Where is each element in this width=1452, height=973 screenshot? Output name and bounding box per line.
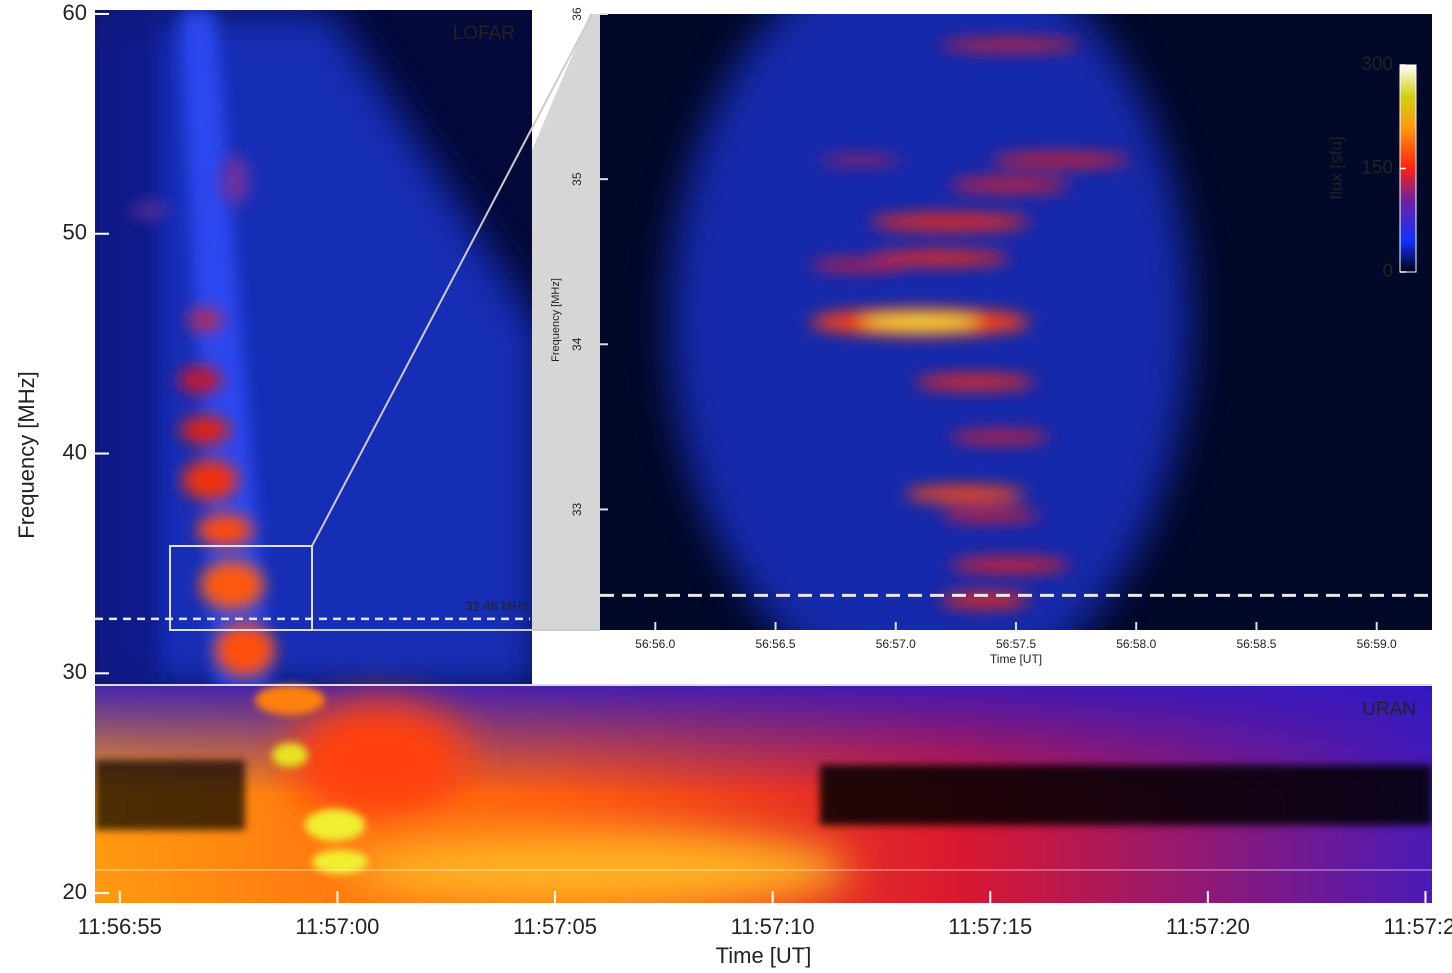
x-tick-label: 56:57.0 xyxy=(876,637,916,651)
x-tick-label: 11:57:25 xyxy=(1383,914,1452,939)
x-tick-label: 11:57:20 xyxy=(1166,914,1250,939)
y-axis-title: Frequency [MHz] xyxy=(550,278,562,362)
y-axis-title: Frequency [MHz] xyxy=(14,371,39,539)
x-axis-title: Time [UT] xyxy=(990,652,1042,666)
x-tick-label: 56:58.5 xyxy=(1236,637,1276,651)
colorbar-tick-label: 300 xyxy=(1361,54,1393,75)
zoom-line xyxy=(311,13,593,547)
x-axis-title: Time [UT] xyxy=(716,943,812,968)
instrument-label: LOFAR xyxy=(453,23,515,44)
y-tick-label: 30 xyxy=(63,659,87,684)
y-tick-label: 35 xyxy=(570,172,584,186)
colorbar-tick-label: 150 xyxy=(1361,158,1393,179)
marker-label: 32.48 MHz xyxy=(465,598,528,613)
x-tick-label: 11:57:05 xyxy=(513,914,597,939)
y-tick-label: 34 xyxy=(570,337,584,351)
x-tick-label: 11:57:10 xyxy=(731,914,815,939)
inset-spectrogram xyxy=(600,14,1432,630)
x-tick-label: 56:59.0 xyxy=(1357,637,1397,651)
x-tick-label: 56:58.0 xyxy=(1116,637,1156,651)
x-tick-label: 11:57:00 xyxy=(295,914,379,939)
zoom-box xyxy=(169,545,313,631)
x-tick-label: 11:56:55 xyxy=(78,914,162,939)
y-tick-label: 60 xyxy=(63,0,87,25)
x-tick-label: 56:57.5 xyxy=(996,637,1036,651)
y-tick-label: 40 xyxy=(63,439,87,464)
x-tick-label: 11:57:15 xyxy=(948,914,1032,939)
x-tick-label: 56:56.5 xyxy=(756,637,796,651)
colorbar-tick-label: 0 xyxy=(1382,261,1393,282)
x-tick-label: 56:56.0 xyxy=(635,637,675,651)
colorbar-title: flux [sfu] xyxy=(1326,136,1345,199)
y-tick-label: 20 xyxy=(63,879,87,904)
y-tick-label: 36 xyxy=(570,7,584,21)
instrument-label: URAN xyxy=(1362,699,1416,720)
y-tick-label: 50 xyxy=(63,220,87,245)
zoom-wedge xyxy=(532,14,600,630)
y-tick-label: 33 xyxy=(570,502,584,516)
